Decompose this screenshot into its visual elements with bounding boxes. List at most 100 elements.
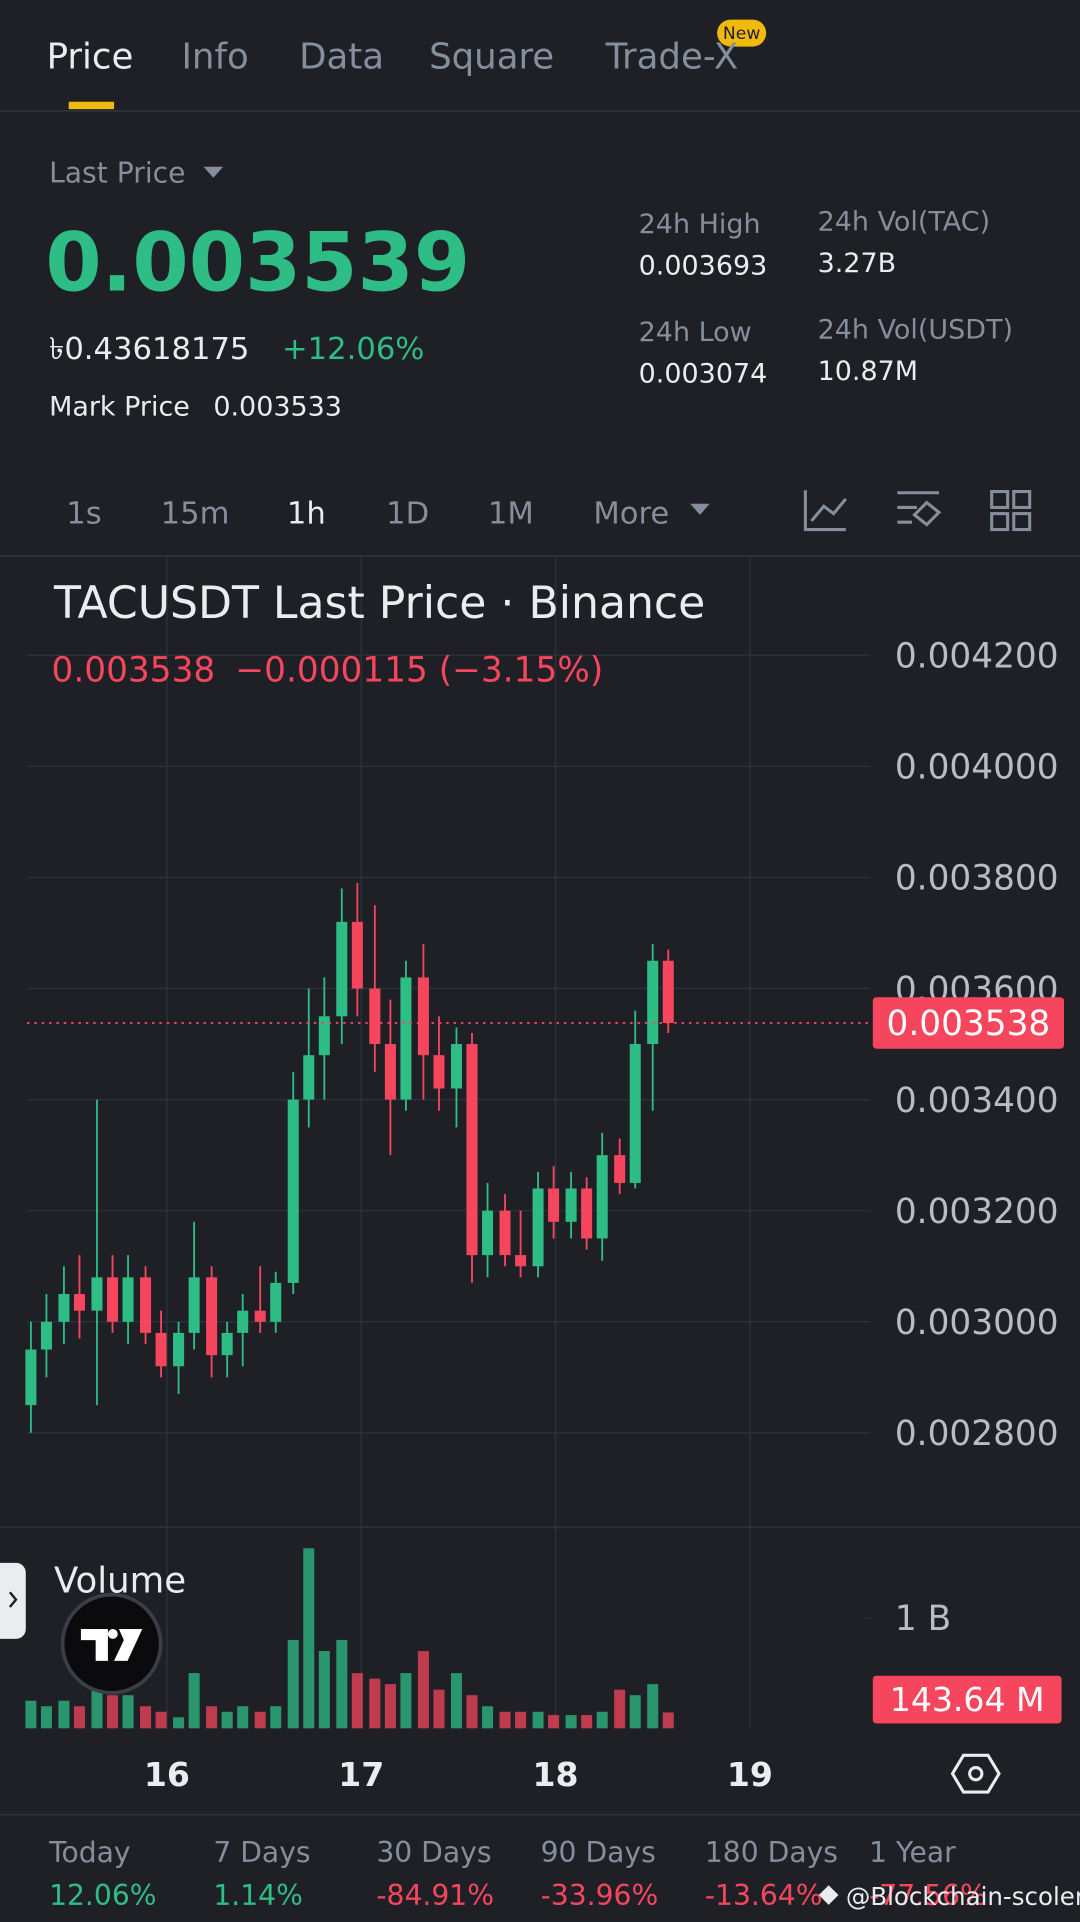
watermark: @Blockchain-scoler (846, 1882, 1080, 1911)
tab[interactable]: Square (429, 37, 554, 78)
candle-body (221, 1332, 233, 1356)
handle-arrow (8, 1591, 18, 1608)
stat-value: 10.87M (818, 356, 918, 387)
stat-label: 24h Vol(TAC) (818, 206, 990, 237)
watermark-logo (818, 1885, 839, 1905)
y-tick-label: 0.003400 (895, 1081, 1059, 1121)
candle-body (25, 1349, 37, 1406)
volume-bar (287, 1639, 299, 1729)
last-price-label[interactable]: Last Price (49, 157, 185, 190)
y-tick-label: 0.004000 (895, 748, 1059, 788)
new-badge-text: New (723, 24, 760, 44)
y-tick-label: 0.002800 (895, 1414, 1059, 1454)
volume-bar (140, 1706, 152, 1729)
interval[interactable]: More (593, 496, 669, 531)
volume-bar (532, 1711, 544, 1729)
candle-body (548, 1188, 560, 1222)
x-tick-label: 17 (338, 1755, 384, 1794)
volume-bar (581, 1715, 593, 1729)
settings-icon[interactable] (897, 491, 942, 527)
volume-bar (318, 1651, 330, 1729)
volume-bar (237, 1706, 249, 1729)
candle-body (565, 1188, 577, 1222)
x-tick-label: 19 (727, 1755, 773, 1794)
tab[interactable]: Data (299, 37, 384, 78)
candle-body (106, 1277, 119, 1322)
y-tick-label: 0.003000 (895, 1303, 1059, 1343)
candle-body (58, 1294, 70, 1322)
last-price: 0.003539 (45, 217, 470, 311)
volume-bar (433, 1689, 445, 1729)
candle-body (140, 1277, 152, 1333)
volume-bar (400, 1673, 412, 1729)
volume-bar (254, 1711, 266, 1729)
price-change: +12.06% (282, 332, 424, 367)
volume-bar (614, 1689, 626, 1729)
performance-label: 30 Days (376, 1836, 491, 1869)
tab[interactable]: Price (47, 37, 134, 78)
side-handle[interactable] (0, 1562, 26, 1639)
chart-change: −0.000115 (−3.15%) (235, 651, 603, 691)
performance-value: -33.96% (541, 1879, 659, 1912)
volume-bar (122, 1695, 134, 1729)
volume-bar (596, 1711, 608, 1729)
chart-settings-icon[interactable] (950, 1753, 1001, 1794)
volume-bar (270, 1706, 282, 1729)
performance-label: 90 Days (541, 1836, 656, 1869)
last-price-tag: 0.003538 (887, 1004, 1051, 1044)
y-tick-label: 0.003800 (895, 859, 1059, 899)
candle-body (287, 1099, 299, 1283)
stat-label: 24h High (639, 209, 761, 240)
logo-dot (107, 1629, 118, 1639)
candle-body (237, 1310, 249, 1333)
toolbar-icons (803, 489, 1032, 532)
candle-body (662, 960, 674, 1023)
tab[interactable]: Info (181, 37, 248, 78)
last-price-box (872, 997, 1065, 1049)
volume-last-tag: 143.64 M (890, 1680, 1045, 1719)
candle-body (515, 1255, 527, 1267)
volume-last-box (872, 1675, 1062, 1724)
candle-body (596, 1155, 608, 1239)
volume-bar (303, 1548, 315, 1729)
volume-bar (73, 1706, 85, 1729)
layout-icon (1012, 512, 1032, 532)
interval[interactable]: 15m (161, 496, 230, 531)
volume-bar (40, 1706, 52, 1729)
candle-body (173, 1332, 185, 1367)
candle-body (155, 1332, 167, 1367)
layout-icon (990, 512, 1010, 532)
tab[interactable]: Trade-X (605, 37, 739, 78)
tradingview-logo[interactable] (60, 1592, 163, 1695)
candle-body (384, 1044, 396, 1100)
stat-label: 24h Low (639, 317, 752, 348)
candle-body (581, 1188, 593, 1239)
volume-bar (155, 1711, 167, 1729)
candle-body (351, 921, 363, 989)
candle-body (91, 1277, 103, 1311)
interval[interactable]: 1M (488, 496, 534, 531)
volume-bar (106, 1695, 119, 1729)
volume-bar (336, 1639, 348, 1729)
layout-icon[interactable] (990, 489, 1010, 509)
candle-body (647, 960, 659, 1045)
volume-bar (515, 1711, 527, 1729)
candle-body (482, 1210, 494, 1256)
x-tick-label: 16 (144, 1755, 190, 1794)
candle-body (73, 1294, 85, 1311)
candle-body (206, 1277, 218, 1356)
indicator-icon[interactable] (803, 490, 848, 532)
stat-label: 24h Vol(USDT) (818, 314, 1013, 345)
candle-body (318, 1016, 330, 1056)
performance-label: 1 Year (869, 1836, 956, 1869)
chart-title: TACUSDT Last Price · Binance (53, 578, 705, 629)
interval[interactable]: 1s (66, 496, 101, 531)
candle-body (417, 977, 429, 1056)
interval[interactable]: 1D (386, 496, 429, 531)
mark-price: 0.003533 (213, 392, 342, 423)
performance-label: 180 Days (705, 1836, 838, 1869)
interval[interactable]: 1h (287, 496, 326, 531)
